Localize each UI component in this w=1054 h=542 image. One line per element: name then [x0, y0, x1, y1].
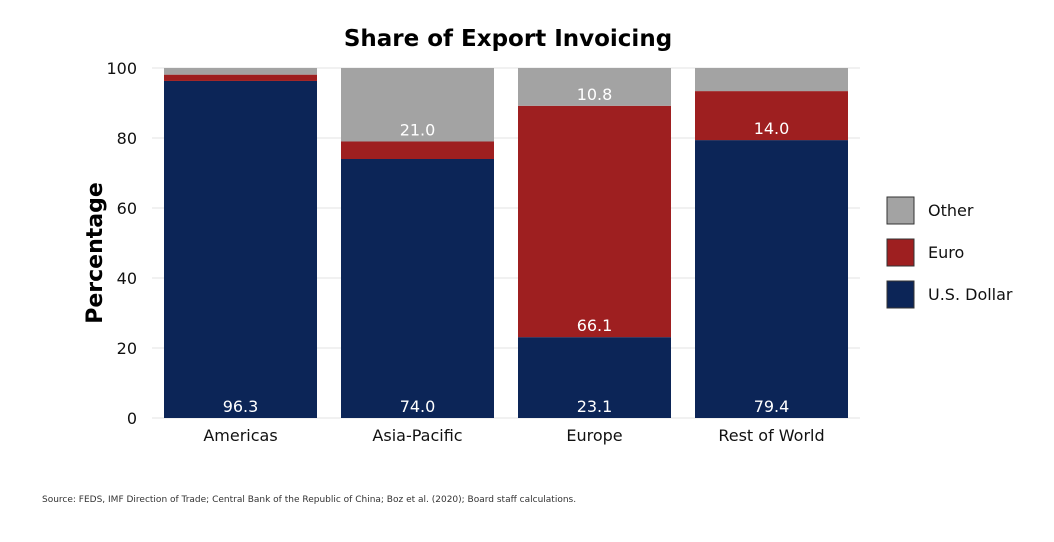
- x-category-label: Americas: [203, 426, 277, 445]
- x-category-label: Europe: [566, 426, 622, 445]
- bar-segment-other: [164, 68, 317, 75]
- legend-swatch: [886, 238, 915, 267]
- data-label: 66.1: [577, 316, 613, 335]
- y-tick-label: 100: [106, 59, 137, 78]
- data-label: 10.8: [577, 85, 613, 104]
- x-category-label: Asia-Pacific: [372, 426, 462, 445]
- y-tick-label: 40: [117, 269, 137, 288]
- bar-segment-other: [518, 68, 671, 106]
- data-labels: 96.3 74.0 21.0 23.1 66.1 10.8 79.4 14.0: [223, 85, 790, 416]
- legend-label: Euro: [928, 243, 964, 262]
- y-tick-label: 20: [117, 339, 137, 358]
- y-tick-label: 60: [117, 199, 137, 218]
- legend: Other Euro U.S. Dollar: [886, 196, 1013, 309]
- bar-segment-u-s-dollar: [518, 337, 671, 418]
- legend-swatch: [886, 196, 915, 225]
- x-axis-categories: Americas Asia-Pacific Europe Rest of World: [203, 426, 824, 445]
- bar-segment-euro: [164, 74, 317, 81]
- bar-segment-other: [695, 68, 848, 92]
- bar-segment-u-s-dollar: [695, 140, 848, 418]
- source-note: Source: FEDS, IMF Direction of Trade; Ce…: [42, 495, 577, 505]
- y-tick-label: 80: [117, 129, 137, 148]
- legend-label: U.S. Dollar: [928, 285, 1013, 304]
- bars: [164, 68, 848, 418]
- x-category-label: Rest of World: [718, 426, 824, 445]
- legend-item: U.S. Dollar: [886, 280, 1013, 309]
- legend-swatch: [886, 280, 915, 309]
- data-label: 79.4: [754, 397, 790, 416]
- legend-item: Other: [886, 196, 974, 225]
- bar-segment-u-s-dollar: [341, 159, 494, 418]
- data-label: 96.3: [223, 397, 259, 416]
- data-label: 23.1: [577, 397, 613, 416]
- bar-segment-u-s-dollar: [164, 80, 317, 418]
- bar-segment-euro: [341, 141, 494, 159]
- chart-title: Share of Export Invoicing: [344, 26, 672, 52]
- bar-segment-euro: [695, 91, 848, 141]
- y-axis-ticks: 0 20 40 60 80 100: [106, 59, 137, 428]
- data-label: 21.0: [400, 121, 436, 140]
- data-label: 74.0: [400, 397, 436, 416]
- data-label: 14.0: [754, 119, 790, 138]
- bar-segment-other: [341, 68, 494, 142]
- bar-segment-euro: [518, 105, 671, 338]
- legend-item: Euro: [886, 238, 964, 267]
- legend-label: Other: [928, 201, 974, 220]
- y-tick-label: 0: [127, 409, 137, 428]
- y-axis-label: Percentage: [83, 182, 108, 324]
